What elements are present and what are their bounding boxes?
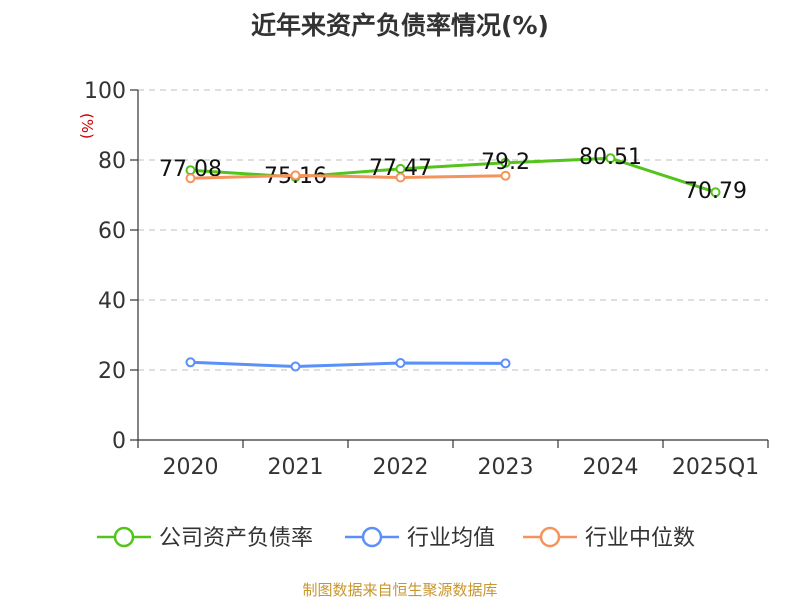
data-point (500, 358, 511, 369)
data-point (185, 173, 196, 184)
x-tick-label: 2020 (163, 455, 219, 480)
chart-title: 近年来资产负债率情况(%) (251, 11, 549, 40)
x-tick-label: 2024 (583, 455, 639, 480)
data-source-note: 制图数据来自恒生聚源数据库 (302, 581, 498, 599)
legend-marker (113, 526, 135, 548)
y-axis-unit: (%) (78, 113, 96, 139)
data-point (185, 357, 196, 368)
x-tick-label: 2022 (373, 455, 429, 480)
data-label: 79.2 (481, 150, 530, 175)
y-tick-label: 0 (112, 429, 126, 454)
legend-marker (539, 526, 561, 548)
data-point (605, 153, 616, 164)
y-tick-label: 20 (98, 359, 126, 384)
x-tick-label: 2025Q1 (672, 455, 759, 480)
legend-marker (361, 526, 383, 548)
data-point (710, 187, 721, 198)
data-point (500, 157, 511, 168)
data-point (500, 170, 511, 181)
data-label: 80.51 (579, 145, 642, 170)
x-tick-label: 2021 (268, 455, 324, 480)
y-tick-label: 40 (98, 289, 126, 314)
series-line-2 (190, 360, 506, 368)
data-label: 70.79 (684, 179, 747, 204)
data-point (290, 170, 301, 181)
y-tick-label: 100 (84, 79, 126, 104)
legend-label: 公司资产负债率 (159, 526, 313, 551)
legend-label: 行业均值 (407, 526, 495, 551)
data-point (395, 358, 406, 368)
legend-label: 行业中位数 (585, 526, 695, 551)
y-tick-label: 60 (98, 219, 126, 244)
x-tick-label: 2023 (478, 455, 534, 480)
y-tick-label: 80 (98, 149, 126, 174)
data-point (290, 361, 301, 372)
data-point (395, 172, 406, 183)
series-line-3 (190, 173, 506, 180)
